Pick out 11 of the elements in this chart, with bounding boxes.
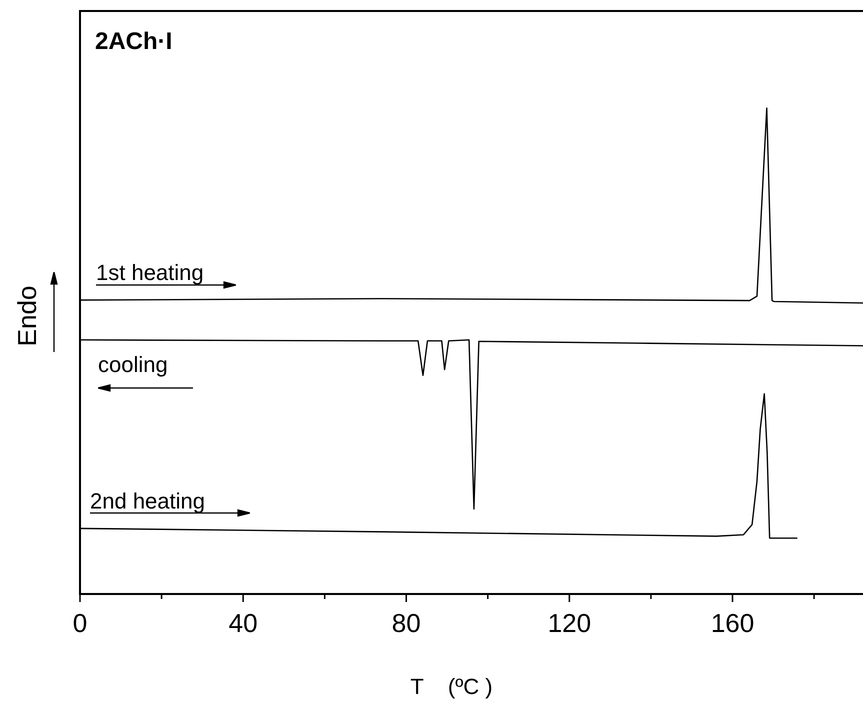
series-label: cooling [98,352,168,377]
x-tick-label: 40 [228,608,258,638]
y-axis-title: Endo [12,286,42,346]
x-tick-label: 80 [392,608,421,638]
legend-label: 2nd heating [90,488,205,514]
chart-title: 2ACh·I [95,28,172,55]
x-tick-label: 0 [72,608,88,638]
x-tick-label: 120 [548,608,592,638]
x-axis-title: T (ºC ) [410,674,493,699]
x-tick-label: 160 [710,608,754,638]
legend-label: 1st heating [96,260,204,286]
